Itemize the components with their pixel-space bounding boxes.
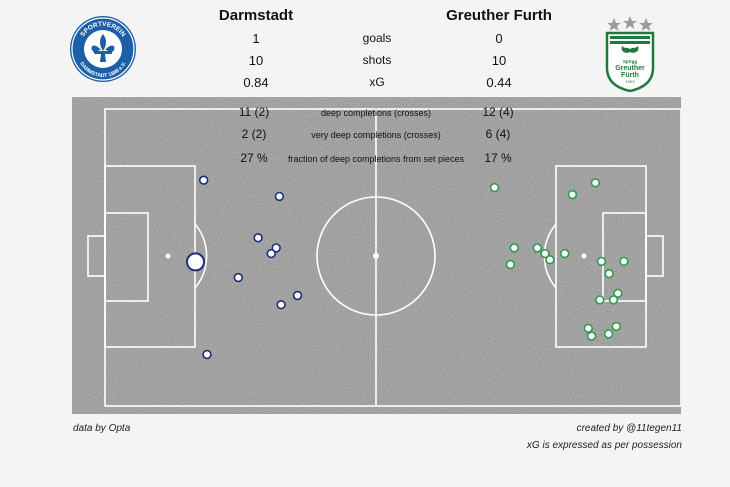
home-shot-marker [276, 300, 286, 310]
away-shot-marker [532, 243, 542, 253]
xg-label: xG [369, 75, 385, 89]
home-shot-marker [198, 175, 209, 185]
away-shot-marker [595, 295, 605, 305]
right-goal [645, 235, 664, 277]
away-logo-top-text: SpVgg [623, 59, 638, 64]
pitch-stat-home-1: 2 (2) [242, 127, 267, 141]
away-shot-marker [608, 295, 619, 305]
away-shot-marker [489, 182, 500, 193]
away-shot-marker [619, 256, 629, 267]
home-shot-marker [274, 191, 285, 202]
away-logo-year-text: 1903 [626, 79, 636, 84]
home-shot-marker [233, 272, 244, 283]
shots-layer [186, 175, 629, 360]
away-shot-marker [586, 331, 597, 341]
away-team-name: Greuther Furth [446, 7, 552, 24]
pitch-stat-away-1: 6 (4) [486, 127, 511, 141]
away-logo-name-text: Greuther [615, 65, 645, 72]
home-xg: 0.84 [243, 75, 269, 90]
clover-icon [621, 46, 639, 53]
home-team-logo: SPORTVEREIN DARMSTADT 1898 e.V. [70, 16, 136, 82]
pitch-stat-home-2: 27 % [240, 151, 268, 165]
pitch-stat-label-1: very deep completions (crosses) [311, 130, 441, 140]
center-circle [316, 196, 436, 316]
away-xg: 0.44 [486, 75, 512, 90]
stars-icon [607, 16, 653, 31]
pitch-stat-home-0: 11 (2) [239, 105, 269, 119]
away-shot-marker [505, 259, 516, 270]
left-penalty-spot [165, 253, 171, 259]
away-team-logo: SpVgg Greuther Fürth 1903 [605, 16, 655, 92]
pitch: 11 (2) deep completions (crosses) 12 (4)… [72, 97, 681, 414]
away-shot-marker [596, 256, 607, 267]
data-source: data by Opta [73, 423, 131, 434]
home-shot-marker [271, 243, 281, 253]
home-shot-marker [202, 349, 212, 360]
pitch-stat-label-2: fraction of deep completions from set pi… [288, 154, 465, 164]
left-penalty-arc [194, 223, 208, 289]
home-team-name: Darmstadt [218, 7, 294, 24]
fleur-de-lis-icon [91, 34, 115, 62]
away-logo-name-text-2: Fürth [621, 72, 639, 79]
away-shot-marker [603, 329, 614, 339]
left-goal [87, 235, 106, 277]
right-penalty-spot [581, 253, 587, 259]
away-shot-marker [613, 288, 623, 299]
xg-note: xG is expressed as per possession [526, 440, 682, 451]
away-shot-marker [560, 248, 570, 259]
pitch-stat-away-2: 17 % [484, 151, 512, 165]
away-shot-marker [509, 243, 519, 253]
shots-label: shots [362, 53, 392, 67]
away-shot-marker [590, 178, 601, 188]
creator-credit: created by @11tegen11 [576, 423, 682, 434]
away-shot-marker [567, 189, 578, 200]
home-shot-marker [292, 290, 303, 301]
away-shot-marker [545, 255, 555, 265]
home-shots: 10 [248, 53, 264, 68]
home-shot-marker [253, 233, 263, 243]
away-shots: 10 [491, 53, 507, 68]
away-goals: 0 [495, 31, 503, 46]
away-shot-marker [611, 321, 621, 332]
home-shot-marker [186, 252, 205, 272]
home-shot-marker [266, 248, 276, 259]
home-goals: 1 [252, 31, 260, 46]
away-shot-marker [604, 269, 614, 279]
goals-label: goals [362, 31, 392, 45]
center-spot [373, 253, 379, 259]
away-shot-marker [540, 248, 550, 259]
away-shot-marker [583, 323, 593, 334]
pitch-stat-away-0: 12 (4) [482, 105, 513, 119]
pitch-stat-label-0: deep completions (crosses) [321, 108, 431, 118]
